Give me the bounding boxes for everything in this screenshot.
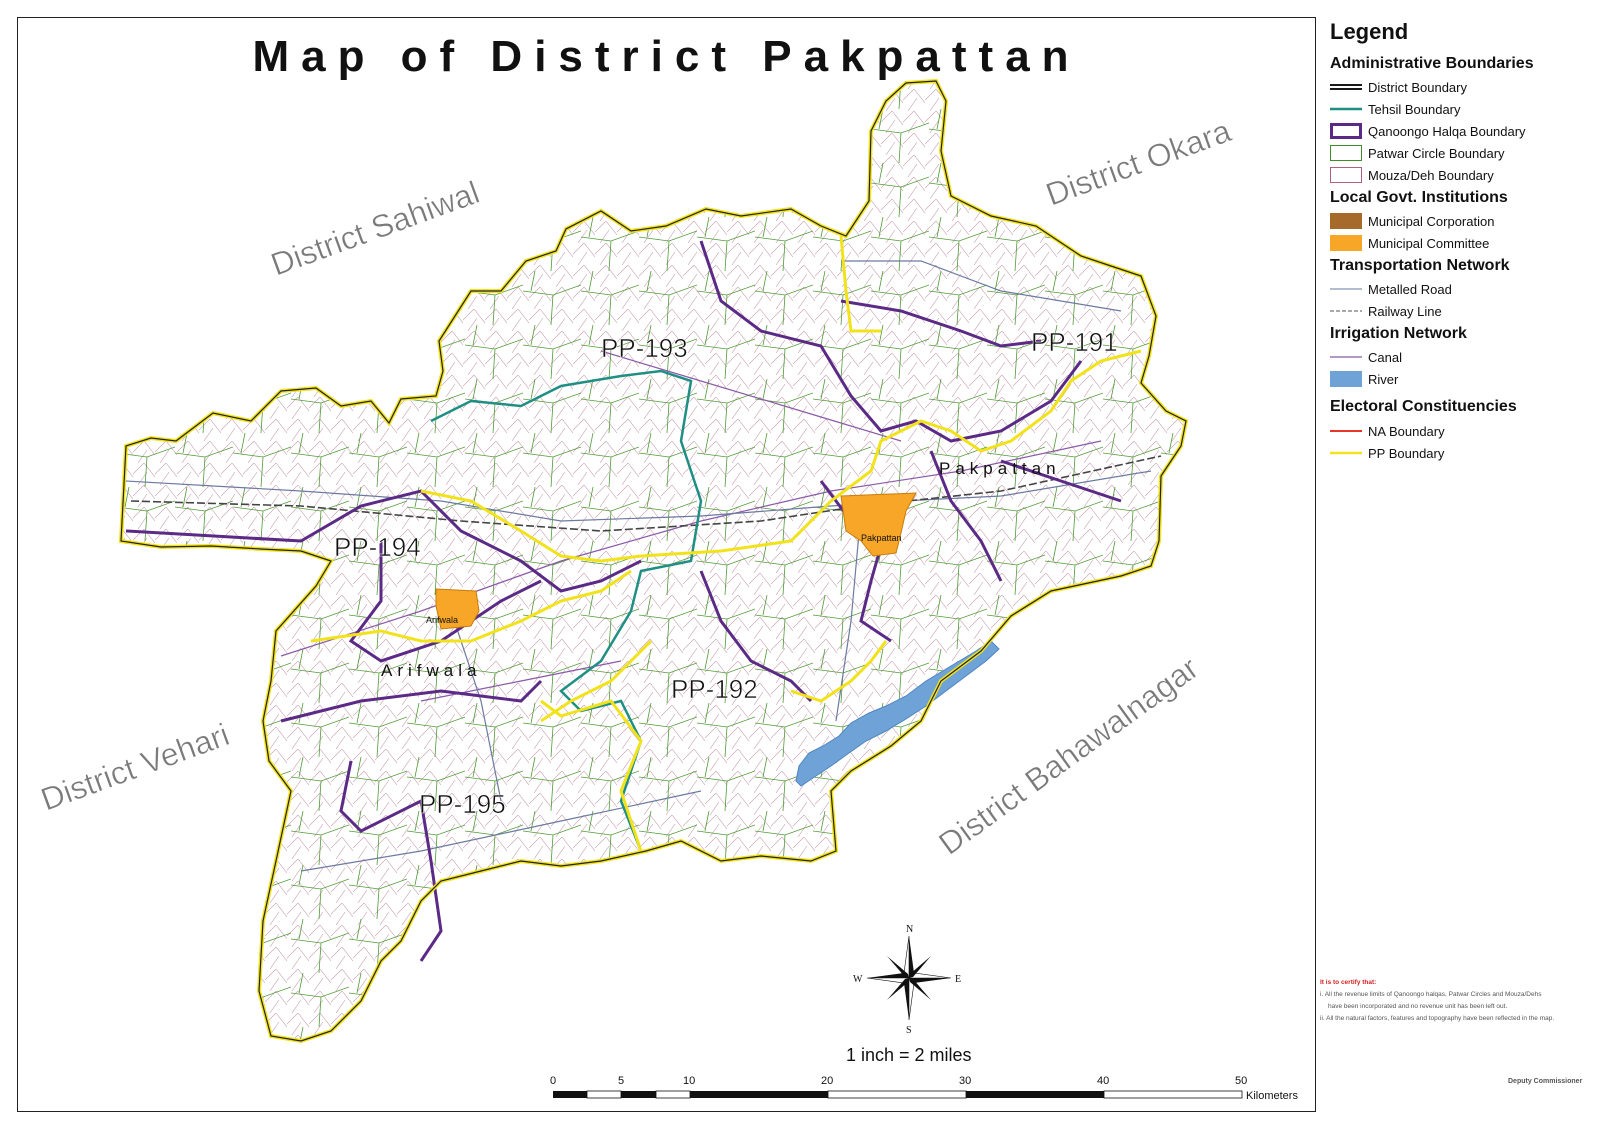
qanoongo-boundaries (125, 240, 1122, 962)
neighbor-label-bahawalnagar: District Bahawalnagar (932, 649, 1205, 861)
tehsil-label-arifwala: Arifwala (381, 661, 481, 680)
pakpattan-municipal-committee (840, 492, 917, 557)
legend-label-mouza: Mouza/Deh Boundary (1368, 167, 1494, 183)
city-label-arifwala: Arifwala (426, 615, 458, 625)
arifwala-municipal-committee (435, 588, 480, 630)
qanoongo-swatch-icon (1330, 123, 1362, 139)
legend-item-mc-comm: Municipal Committee (1330, 234, 1489, 252)
constituency-label-pp-191: PP-191 (1031, 327, 1118, 357)
legend-label-qanoongo: Qanoongo Halqa Boundary (1368, 123, 1526, 139)
legend-item-tehsil: Tehsil Boundary (1330, 100, 1461, 118)
legend-label-na: NA Boundary (1368, 423, 1445, 439)
legend-item-district: District Boundary (1330, 78, 1467, 96)
legend-label-pp: PP Boundary (1368, 445, 1445, 461)
map-frame: District Sahiwal District Okara District… (17, 17, 1316, 1112)
map-canvas[interactable]: District Sahiwal District Okara District… (18, 18, 1315, 1111)
constituency-label-pp-195: PP-195 (419, 789, 506, 819)
legend-section-electoral: Electoral Constituencies (1330, 398, 1517, 415)
patwar-fabric (121, 81, 1186, 1041)
legend-item-patwar: Patwar Circle Boundary (1330, 144, 1505, 162)
legend-item-mc-corp: Municipal Corporation (1330, 212, 1494, 230)
scale-text: 1 inch = 2 miles (846, 1045, 972, 1065)
legend-item-rail: Railway Line (1330, 302, 1442, 320)
district-boundary-inner (120, 80, 1187, 1042)
road-line-icon (1330, 288, 1362, 290)
scale-unit: Kilometers (1246, 1090, 1298, 1102)
scale-tick-40: 40 (1097, 1075, 1109, 1087)
neighbor-label-okara: District Okara (1041, 112, 1236, 212)
city-label-pakpattan: Pakpattan (861, 533, 902, 543)
scale-tick-5: 5 (618, 1075, 624, 1087)
compass-s: S (906, 1025, 912, 1036)
legend-label-mc-comm: Municipal Committee (1368, 235, 1490, 251)
constituency-label-pp-193: PP-193 (601, 333, 688, 363)
scale-tick-30: 30 (959, 1075, 971, 1087)
river-swatch-icon (1330, 371, 1362, 387)
legend-label-rail: Railway Line (1368, 303, 1442, 319)
certificate-heading: It is to certify that: (1320, 979, 1377, 986)
legend-label-tehsil: Tehsil Boundary (1368, 101, 1461, 117)
railway (130, 455, 1162, 532)
scale-tick-20: 20 (821, 1075, 833, 1087)
legend-label-district: District Boundary (1368, 79, 1467, 95)
legend-label-canal: Canal (1368, 349, 1402, 365)
constituency-label-pp-194: PP-194 (334, 532, 421, 562)
legend-title: Legend (1330, 19, 1409, 44)
neighbor-label-sahiwal: District Sahiwal (266, 174, 484, 283)
district-line-icon (1330, 84, 1362, 90)
legend-item-canal: Canal (1330, 348, 1402, 366)
railway-line-icon (1330, 310, 1362, 312)
neighbor-label-vehari: District Vehari (36, 716, 234, 817)
constituency-label-pp-192: PP-192 (671, 674, 758, 704)
legend-section-transport: Transportation Network (1330, 257, 1510, 274)
legend-label-patwar: Patwar Circle Boundary (1368, 145, 1505, 161)
scale-bar: 0 5 10 20 30 40 50 Kilometers (550, 1075, 1298, 1102)
compass-n: N (906, 924, 913, 935)
pp-boundaries (310, 235, 1142, 852)
signatory: Deputy Commissioner (1508, 1078, 1583, 1085)
certificate-line-2: ii. All the natural factors, features an… (1320, 1015, 1555, 1022)
legend-item-road: Metalled Road (1330, 280, 1452, 298)
patwar-swatch-icon (1330, 145, 1362, 161)
legend-label-river: River (1368, 371, 1399, 387)
tehsil-label-pakpattan: Pakpattan (939, 459, 1061, 478)
legend-item-qanoongo: Qanoongo Halqa Boundary (1330, 122, 1526, 140)
legend-label-road: Metalled Road (1368, 281, 1452, 297)
certificate-line-1b: have been incorporated and no revenue un… (1328, 1003, 1508, 1010)
legend-item-na: NA Boundary (1330, 422, 1445, 440)
mouza-swatch-icon (1330, 167, 1362, 183)
certificate-line-1: i. All the revenue limits of Qanoongo ha… (1320, 991, 1542, 998)
canal-line-icon (1330, 356, 1362, 358)
legend-label-mc-corp: Municipal Corporation (1368, 213, 1495, 229)
legend-panel: Legend Administrative Boundaries Distric… (1318, 17, 1590, 1110)
municipal-committee-swatch-icon (1330, 235, 1362, 251)
compass-rose: N S E W (853, 924, 961, 1036)
legend-item-river: River (1330, 370, 1398, 388)
na-line-icon (1330, 430, 1362, 432)
legend-section-irrigation: Irrigation Network (1330, 325, 1467, 342)
scale-tick-50: 50 (1235, 1075, 1247, 1087)
map-title: Map of District Pakpattan (252, 32, 1081, 81)
certificate-block: It is to certify that: i. All the revenu… (1320, 977, 1590, 1025)
tehsil-line-icon (1330, 107, 1362, 111)
legend-item-pp: PP Boundary (1330, 444, 1444, 462)
legend-item-mouza: Mouza/Deh Boundary (1330, 166, 1494, 184)
scale-tick-10: 10 (683, 1075, 695, 1087)
legend-section-lgi: Local Govt. Institutions (1330, 189, 1508, 206)
scale-tick-0: 0 (550, 1075, 556, 1087)
pp-line-icon (1330, 451, 1362, 455)
tehsil-boundary (430, 369, 703, 852)
legend-section-admin: Administrative Boundaries (1330, 55, 1534, 72)
compass-w: W (853, 974, 863, 985)
compass-e: E (955, 974, 961, 985)
municipal-corporation-swatch-icon (1330, 213, 1362, 229)
canals (280, 350, 1102, 702)
